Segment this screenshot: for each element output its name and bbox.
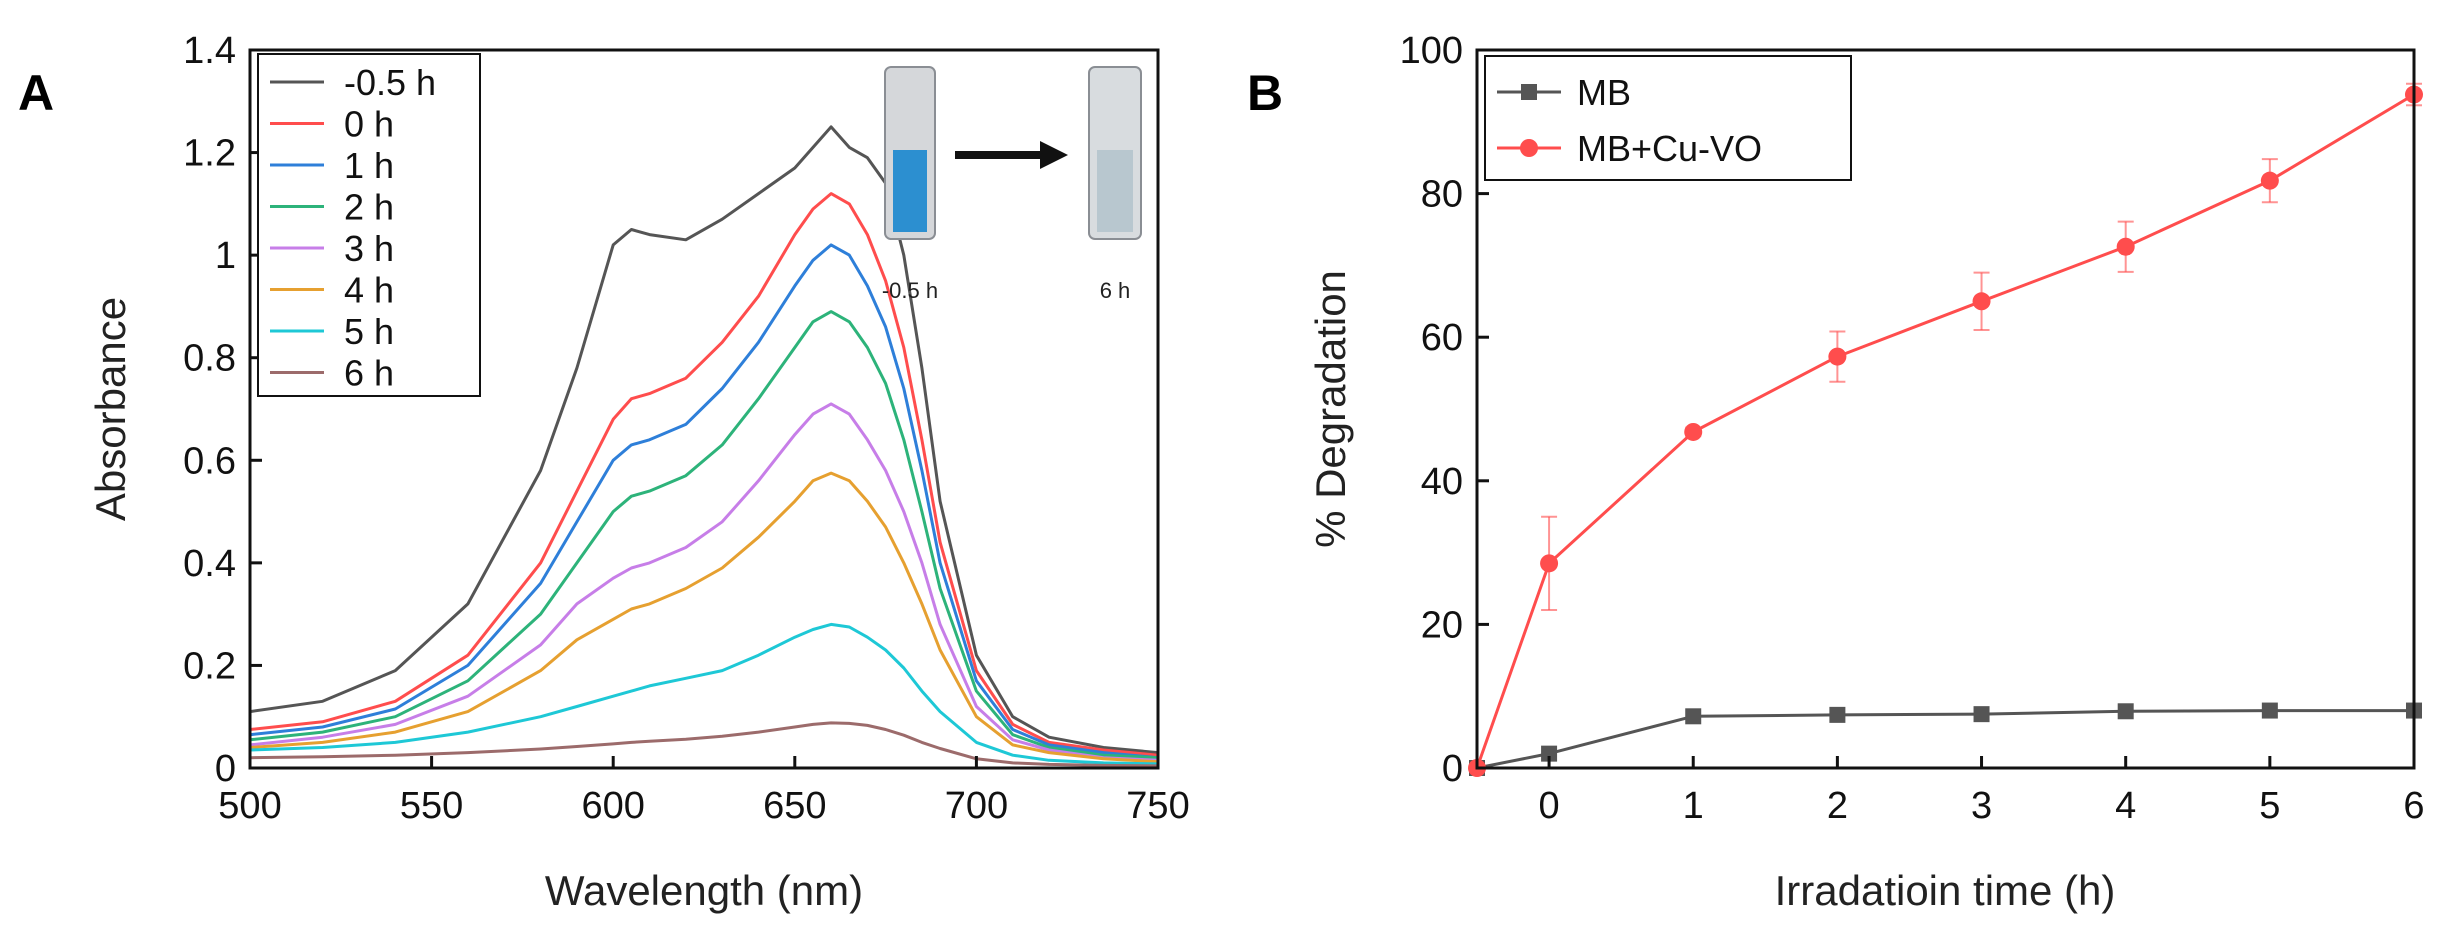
y-tick-label: 20 (1421, 604, 1463, 646)
y-tick-label: 0.8 (183, 338, 236, 380)
x-tick-label: 5 (2259, 785, 2280, 827)
arrow-icon (955, 141, 1068, 169)
legend-b: MB MB+Cu-VO (1484, 55, 1852, 181)
data-point (1540, 554, 1559, 573)
spectra-lines (249, 125, 1159, 768)
series-line-1 (249, 192, 1159, 757)
data-point (1972, 292, 1991, 311)
legend-marker (1520, 139, 1538, 157)
y-axis-label-b: % Degradation (1307, 270, 1354, 548)
data-point (1828, 347, 1847, 366)
vial-after-liquid (1097, 150, 1133, 232)
legend-label: 2 h (344, 187, 394, 228)
data-point (1829, 706, 1846, 723)
y-tick-label: 1.4 (183, 30, 236, 72)
legend-a: -0.5 h0 h1 h2 h3 h4 h5 h6 h (257, 53, 481, 397)
data-point (1973, 706, 1990, 723)
x-tick-label: 600 (581, 785, 644, 827)
series-line-6 (249, 622, 1159, 766)
x-tick-label: 650 (763, 785, 826, 827)
panel-label-a: A (18, 65, 54, 121)
legend-label: 1 h (344, 145, 394, 186)
series-line-7 (249, 721, 1159, 768)
x-tick-label: 1 (1683, 785, 1704, 827)
data-point (2260, 171, 2279, 190)
x-tick-label: 3 (1971, 785, 1992, 827)
series-line-3 (249, 310, 1159, 760)
legend-marker (1521, 84, 1537, 100)
vial-after-label: 6 h (1100, 278, 1131, 303)
plot-frame-a (248, 48, 1160, 770)
data-point (1684, 422, 1703, 441)
x-tick-label: 6 (2403, 785, 2424, 827)
y-tick-label: 80 (1421, 174, 1463, 216)
legend-label: -0.5 h (344, 62, 436, 103)
data-point (2117, 703, 2134, 720)
series-line-0 (1476, 709, 2414, 770)
x-tick-label: 500 (218, 785, 281, 827)
x-axis-label-b: Irradatioin time (h) (1775, 867, 2116, 914)
x-tick-label: 0 (1539, 785, 1560, 827)
x-tick-label: 750 (1126, 785, 1189, 827)
y-tick-label: 0 (1442, 748, 1463, 790)
legend-box (1484, 55, 1852, 181)
panel-label-b: B (1247, 65, 1283, 121)
series-line-5 (249, 471, 1159, 764)
series-line-0 (249, 125, 1159, 755)
legend-label: 3 h (344, 228, 394, 269)
data-point (1685, 708, 1702, 725)
series-line-2 (249, 243, 1159, 760)
series-line-1 (1475, 93, 2415, 769)
x-tick-label: 4 (2115, 785, 2136, 827)
y-tick-label: 0.6 (183, 440, 236, 482)
y-tick-label: 0.2 (183, 645, 236, 687)
y-tick-label: 1 (215, 235, 236, 277)
legend-label: 5 h (344, 311, 394, 352)
y-tick-label: 0.4 (183, 543, 236, 585)
y-tick-label: 0 (215, 748, 236, 790)
vial-before-liquid (893, 150, 927, 232)
data-point (1541, 745, 1558, 762)
vial-before-label: -0.5 h (882, 278, 938, 303)
data-point (2116, 237, 2135, 256)
data-point (2261, 702, 2278, 719)
absorbance-spectra-chart: 500 550 600 650 700 750 0 0.2 0.4 0.6 0.8 1 1.2 1.4 W… (87, 30, 1190, 914)
legend-label: 0 h (344, 104, 394, 145)
axis-ticks-a: 500 550 600 650 700 750 0 0.2 0.4 0.6 0.8 1 1.2 1.4 (183, 30, 1190, 827)
x-tick-label: 700 (945, 785, 1008, 827)
legend-box (257, 53, 481, 397)
legend-label: MB (1577, 72, 1631, 113)
x-tick-label: 550 (400, 785, 463, 827)
y-tick-label: 100 (1400, 30, 1463, 72)
series-line-4 (249, 402, 1159, 762)
y-tick-label: 60 (1421, 317, 1463, 359)
degradation-series (1468, 82, 2423, 777)
legend-label: 4 h (344, 270, 394, 311)
plot-frame-b (1475, 48, 2416, 770)
y-axis-label-a: Absorbance (87, 297, 134, 521)
y-tick-label: 40 (1421, 461, 1463, 503)
legend-label: MB+Cu-VO (1577, 128, 1762, 169)
legend-label: 6 h (344, 353, 394, 394)
vial-inset: -0.5 h 6 h (882, 66, 1142, 303)
x-tick-label: 2 (1827, 785, 1848, 827)
x-axis-label-a: Wavelength (nm) (545, 867, 863, 914)
y-tick-label: 1.2 (183, 133, 236, 175)
